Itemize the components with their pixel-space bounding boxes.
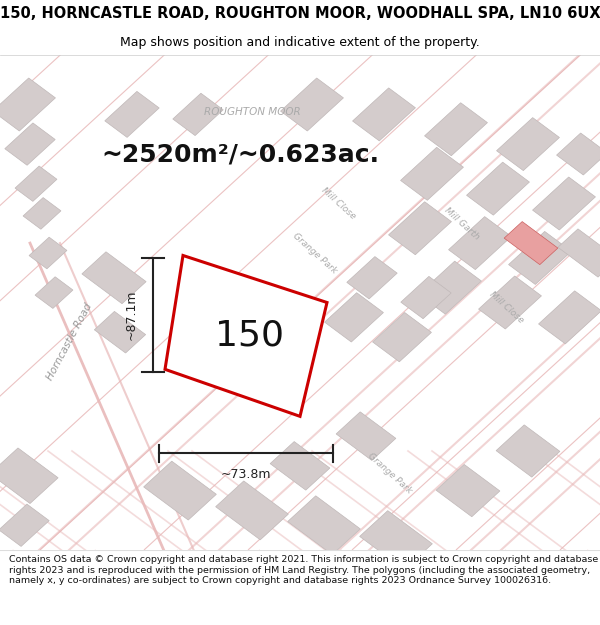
Polygon shape	[165, 256, 327, 416]
Polygon shape	[336, 412, 396, 461]
Polygon shape	[373, 312, 431, 362]
Text: 150, HORNCASTLE ROAD, ROUGHTON MOOR, WOODHALL SPA, LN10 6UX: 150, HORNCASTLE ROAD, ROUGHTON MOOR, WOO…	[0, 6, 600, 21]
Polygon shape	[215, 481, 289, 540]
Polygon shape	[35, 277, 73, 308]
Polygon shape	[105, 91, 159, 138]
Polygon shape	[401, 276, 451, 319]
Polygon shape	[504, 222, 558, 264]
Polygon shape	[558, 229, 600, 277]
Polygon shape	[359, 511, 433, 569]
Text: Grange Park: Grange Park	[291, 231, 339, 275]
Polygon shape	[82, 252, 146, 304]
Text: Contains OS data © Crown copyright and database right 2021. This information is : Contains OS data © Crown copyright and d…	[9, 555, 598, 585]
Polygon shape	[419, 261, 481, 314]
Polygon shape	[533, 177, 595, 230]
Polygon shape	[15, 166, 57, 201]
Polygon shape	[539, 291, 600, 344]
Polygon shape	[94, 311, 146, 353]
Polygon shape	[467, 162, 529, 215]
Polygon shape	[353, 88, 415, 141]
Polygon shape	[143, 461, 217, 520]
Polygon shape	[496, 425, 560, 477]
Polygon shape	[281, 78, 343, 131]
Polygon shape	[449, 217, 511, 269]
Text: Mill Close: Mill Close	[488, 290, 526, 325]
Polygon shape	[325, 292, 383, 342]
Text: Grange Park: Grange Park	[366, 451, 414, 496]
Polygon shape	[479, 276, 541, 329]
Polygon shape	[270, 442, 330, 490]
Polygon shape	[401, 148, 463, 200]
Text: 150: 150	[215, 319, 284, 353]
Text: Mill Garth: Mill Garth	[443, 206, 481, 241]
Text: Map shows position and indicative extent of the property.: Map shows position and indicative extent…	[120, 36, 480, 49]
Text: Mill Close: Mill Close	[320, 186, 358, 221]
Text: ~73.8m: ~73.8m	[221, 468, 271, 481]
Polygon shape	[389, 202, 451, 255]
Polygon shape	[0, 504, 49, 546]
Polygon shape	[557, 133, 600, 175]
Polygon shape	[0, 448, 58, 504]
Polygon shape	[0, 78, 55, 131]
Polygon shape	[509, 231, 571, 284]
Polygon shape	[29, 237, 67, 269]
Polygon shape	[425, 102, 487, 156]
Polygon shape	[497, 118, 559, 171]
Polygon shape	[347, 257, 397, 299]
Polygon shape	[173, 93, 223, 136]
Text: Horncastle Road: Horncastle Road	[44, 302, 94, 382]
Text: ~2520m²/~0.623ac.: ~2520m²/~0.623ac.	[101, 142, 379, 166]
Text: ROUGHTON MOOR: ROUGHTON MOOR	[203, 107, 301, 117]
Text: ~87.1m: ~87.1m	[125, 289, 138, 340]
Polygon shape	[436, 464, 500, 517]
Polygon shape	[23, 198, 61, 229]
Polygon shape	[5, 123, 55, 165]
Polygon shape	[287, 496, 361, 554]
